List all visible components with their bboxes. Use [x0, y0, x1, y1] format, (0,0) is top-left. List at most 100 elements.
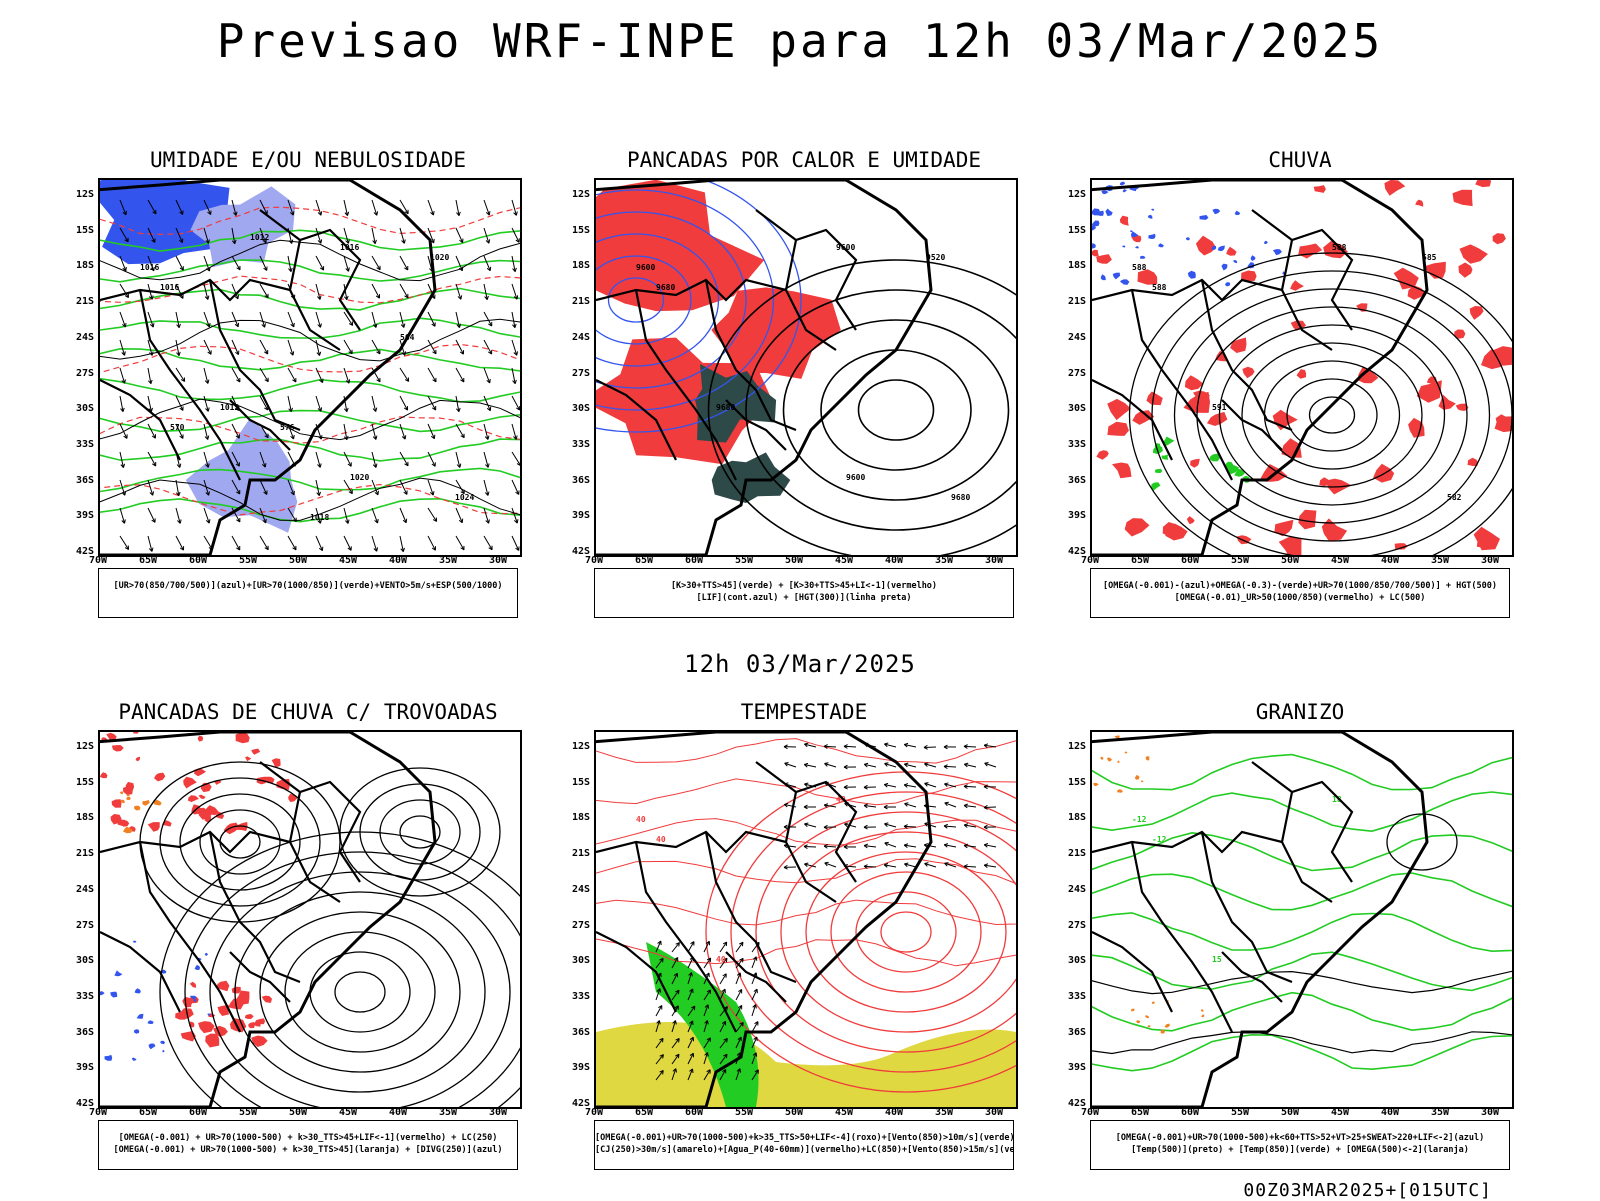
rain-area-omega-ur [1207, 412, 1228, 426]
latitude-tick-label: 36S [564, 475, 590, 486]
contour-label: 570 [170, 423, 185, 432]
contour-label: 15 [1212, 955, 1222, 964]
omega-500hpa-area [1135, 775, 1140, 780]
country-border [596, 832, 786, 852]
omega-500hpa-area [1147, 1025, 1150, 1027]
thunderstorm-area [262, 996, 272, 1003]
rain-area-omega-ur [1274, 520, 1293, 537]
temperature-850hpa-contour [1092, 913, 1512, 951]
rain-area-omega-weak [1101, 274, 1106, 280]
latitude-tick-label: 24S [68, 884, 94, 895]
panel-title: TEMPESTADE [594, 700, 1014, 724]
latitude-tick-label: 21S [1060, 296, 1086, 307]
latitude-tick-label: 24S [564, 884, 590, 895]
divergence-area [135, 988, 141, 993]
divergence-area [160, 1041, 165, 1045]
latitude-tick-label: 15S [68, 777, 94, 788]
divergence-area [195, 965, 200, 970]
wind-vector [176, 396, 183, 410]
rain-area-omega-ur [1460, 244, 1488, 263]
contour-label: 9680 [656, 283, 675, 292]
omega-500hpa-area [1164, 1024, 1169, 1028]
thunderstorm-area [232, 987, 241, 994]
convective-area-orange [120, 792, 123, 795]
rain-area-omega-ur [1424, 262, 1446, 279]
thunderstorm-area [136, 757, 141, 762]
wind-vector [288, 368, 296, 382]
panel-legend: [K>30+TTS>45](verde) + [K>30+TTS>45+LI<-… [594, 568, 1014, 618]
latitude-tick-label: 39S [68, 510, 94, 521]
latitude-tick-label: 15S [1060, 225, 1086, 236]
contour-label: 588 [1152, 283, 1167, 292]
rain-area-omega-weak [1212, 209, 1220, 215]
latitude-tick-label: 12S [68, 741, 94, 752]
legend-line: [Temp(500)](preto) + [Temp(850)](verde) … [1091, 1144, 1509, 1156]
contour-label: 1024 [455, 493, 474, 502]
latitude-tick-label: 36S [1060, 1027, 1086, 1038]
longitude-tick-label: 60W [1175, 555, 1205, 566]
longitude-tick-label: 70W [83, 1107, 113, 1118]
rain-area-omega-ur [1314, 185, 1326, 193]
latitude-tick-label: 24S [564, 332, 590, 343]
latitude-tick-label: 36S [564, 1027, 590, 1038]
wind-vector [484, 340, 492, 354]
wind-vector [204, 340, 211, 354]
latitude-tick-label: 21S [68, 848, 94, 859]
longitude-tick-label: 60W [679, 1107, 709, 1118]
latitude-tick-label: 12S [1060, 741, 1086, 752]
humidity-contour-low [100, 260, 520, 282]
rain-area-omega-ur [1279, 537, 1302, 555]
thunderstorm-area [188, 795, 199, 802]
rain-area-omega-weak [1200, 215, 1209, 220]
latitude-tick-label: 15S [564, 225, 590, 236]
longitude-tick-label: 50W [779, 1107, 809, 1118]
latitude-tick-label: 36S [68, 1027, 94, 1038]
wind-vector [344, 536, 351, 550]
rain-area-omega-ur [1163, 522, 1181, 538]
thunderstorm-area [112, 799, 122, 807]
wind-vector [372, 256, 380, 270]
latitude-tick-label: 18S [564, 260, 590, 271]
longitude-tick-label: 50W [283, 1107, 313, 1118]
rain-area-omega-ur [1475, 180, 1491, 187]
latitude-tick-label: 36S [68, 475, 94, 486]
longitude-tick-label: 65W [629, 1107, 659, 1118]
latitude-tick-label: 21S [68, 296, 94, 307]
pressure-isobar [100, 399, 520, 440]
latitude-tick-label: 33S [564, 991, 590, 1002]
convective-area-orange [126, 797, 130, 800]
longitude-tick-label: 35W [1425, 555, 1455, 566]
omega-500hpa-area [1201, 1009, 1204, 1011]
omega-500hpa-area [1201, 1015, 1204, 1018]
rain-area-omega-weak [1092, 208, 1100, 215]
latitude-tick-label: 27S [1060, 920, 1086, 931]
rain-area-omega-ur [1196, 236, 1216, 256]
legend-line: [OMEGA(-0.001) + UR>70(1000-500) + k>30_… [99, 1132, 517, 1144]
wind-vector [344, 340, 352, 354]
latitude-tick-label: 21S [564, 848, 590, 859]
panel-legend: [OMEGA(-0.001)-(azul)+OMEGA(-0.3)-(verde… [1090, 568, 1510, 618]
latitude-tick-label: 21S [564, 296, 590, 307]
longitude-tick-label: 40W [879, 1107, 909, 1118]
thunderstorm-area [190, 982, 196, 988]
wind-vector [456, 424, 464, 438]
latitude-tick-label: 33S [68, 439, 94, 450]
contour-label: 582 [1447, 493, 1462, 502]
legend-line: [OMEGA(-0.001) + UR>70(1000-500) + k>30_… [99, 1144, 517, 1156]
country-border [290, 792, 340, 902]
rain-area-omega-weak [1251, 255, 1256, 261]
thunderstorm-area [245, 756, 251, 761]
contour-label: 1020 [350, 473, 369, 482]
rain-area-omega-weak [1120, 280, 1123, 282]
country-border [100, 932, 180, 1012]
rain-area-omega-weak [1123, 189, 1127, 193]
panel-legend: [OMEGA(-0.001)+UR>70(1000-500)+k>35_TTS>… [594, 1120, 1014, 1170]
rain-area-omega-weak [1120, 182, 1125, 186]
wind-vector [260, 340, 268, 354]
longitude-tick-label: 65W [1125, 1107, 1155, 1118]
thunderstorm-area [245, 1014, 254, 1019]
latitude-tick-label: 21S [1060, 848, 1086, 859]
country-border [1252, 210, 1352, 330]
